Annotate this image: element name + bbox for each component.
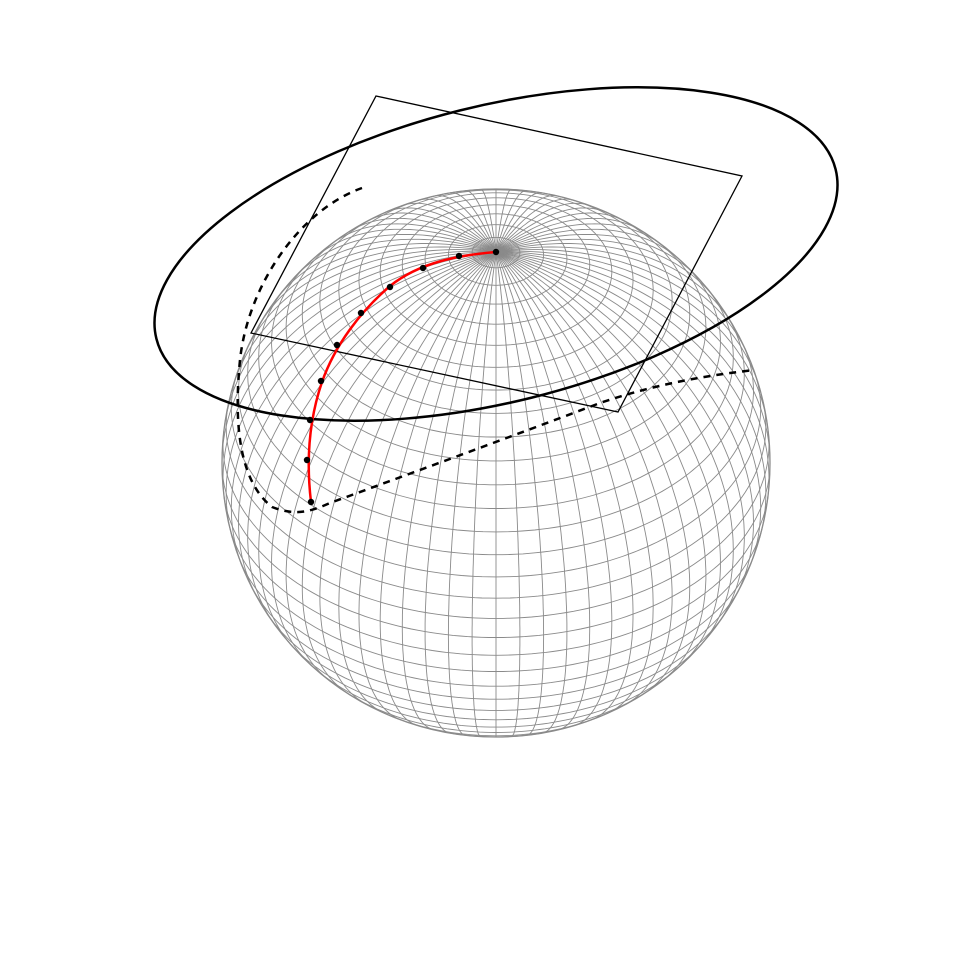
sphere-meridian-line [495,251,591,731]
path-marker [419,264,427,272]
sphere-meridian-line [495,251,767,539]
sphere-meridian-line [384,207,497,253]
sphere-meridian-line [495,251,721,667]
path-marker [492,248,500,256]
sphere-meridian-line [495,238,718,302]
sphere-parallel-line [230,368,762,578]
sphere-meridian-line [496,251,771,464]
sphere-meridian-line [495,251,545,736]
sphere-meridian-line [348,217,497,253]
sphere-meridian-line [366,212,497,253]
sphere-parallel-line [247,312,745,533]
sphere-meridian-line [495,249,762,393]
sphere-meridian-line [338,251,497,714]
path-marker [455,252,463,260]
sphere-meridian-line [495,251,754,600]
path-marker [333,341,341,349]
path-marker [307,498,315,506]
sphere-meridian-line [465,190,497,252]
sphere-meridian-line [258,251,497,649]
sphere-meridian-line [495,190,527,252]
sphere-meridian-line [230,251,497,572]
sphere-meridian-line [495,251,762,572]
sphere-meridian-line [495,195,559,253]
sphere-meridian-line [495,198,575,253]
sphere-meridian-line [222,251,497,503]
sphere-meridian-line [495,192,543,252]
path-marker [303,456,311,464]
sphere-meridian-line [495,207,608,253]
sphere-meridian-line [495,251,613,726]
tilted-ellipse [153,86,839,422]
path-markers [303,248,500,506]
sphere-meridian-line [495,212,626,253]
sphere-meridian-line [495,251,654,714]
path-marker [317,377,325,385]
sphere-meridian-line [447,251,497,736]
sphere-meridian-line [495,251,734,649]
sphere-meridian-line [495,234,699,279]
tangent-plane [250,95,743,413]
path-marker [386,283,394,291]
sphere-meridian-line [495,251,691,695]
sphere-wireframe [221,188,771,738]
sphere-parallel-line [225,399,767,599]
sphere-meridian-line [238,251,497,600]
sphere-meridian-line [400,202,497,253]
sphere-meridian-line [495,251,568,734]
sphere-meridian-line [293,234,497,279]
sphere-parallel-line [258,285,734,509]
sphere-parallel-line [301,209,691,438]
sphere-meridian-line [242,246,497,359]
sphere-outline [221,188,771,738]
sphere-meridian-line [330,223,497,253]
sphere-meridian-line [449,192,497,252]
sphere-meridian-line [471,251,497,738]
path-marker [357,309,365,317]
sphere-meridian-line [495,202,592,253]
sphere-parallel-line [285,232,707,462]
sphere-meridian-line [495,251,521,738]
sphere-meridian-line [271,251,497,667]
sphere-meridian-line [379,251,497,726]
sphere-meridian-line [285,251,497,683]
sphere-meridian-line [495,217,644,253]
sphere-meridian-line [495,246,750,359]
dashed-great-circle [236,186,756,514]
sphere-meridian-line [401,251,497,731]
sphere-meridian-line [495,251,745,625]
sphere-meridian-line [257,243,497,328]
path-marker [306,416,314,424]
sphere-meridian-line [417,198,497,253]
sphere-meridian-line [495,251,673,705]
sphere-meridian-line [311,228,497,261]
sphere-meridian-line [495,228,681,261]
sphere-meridian-line [230,249,497,393]
sphere-parallel-line [222,430,770,619]
sphere-meridian-line [221,251,496,464]
sphere-meridian-line [495,188,512,252]
sphere-meridian-line [301,251,497,695]
sphere-meridian-line [433,195,497,253]
sphere-meridian-line [495,251,634,721]
red-geodesic-path [307,250,497,503]
sphere-meridian-line [495,251,707,683]
sphere-meridian-line [495,243,735,328]
sphere-meridian-line [358,251,497,721]
sphere-meridian-line [480,188,497,252]
sphere-meridian-line [424,251,497,734]
sphere-meridian-line [495,223,662,253]
sphere-meridian-line [274,238,497,302]
